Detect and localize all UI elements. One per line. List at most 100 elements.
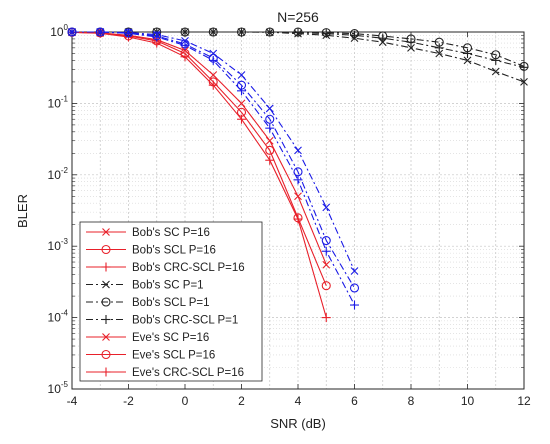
y-tick-label: 10-3 xyxy=(48,237,69,253)
data-point xyxy=(321,246,331,256)
legend-marker xyxy=(101,297,111,307)
legend-entry: Bob's SCL P=16 xyxy=(86,245,216,257)
chart-title: N=256 xyxy=(277,9,319,25)
legend-entry: Bob's SCL P=1 xyxy=(86,297,210,309)
legend: Bob's SC P=16 Bob's SCL P=16 Bob's CRC-SCL… xyxy=(79,221,263,382)
data-point xyxy=(293,175,303,185)
data-point xyxy=(349,283,360,293)
marker-stroke xyxy=(491,67,500,76)
data-point xyxy=(237,99,246,108)
marker-stroke xyxy=(102,228,110,236)
data-point xyxy=(491,55,501,65)
x-tick-label: -2 xyxy=(123,394,134,408)
series-line xyxy=(71,31,327,318)
data-point xyxy=(124,28,133,38)
legend-entry: Bob's SC P=16 xyxy=(86,227,210,239)
data-point xyxy=(321,235,331,246)
marker-stroke xyxy=(237,71,246,79)
legend-marker xyxy=(101,262,111,272)
data-point xyxy=(491,67,500,76)
data-point xyxy=(293,214,303,224)
data-point xyxy=(180,52,190,62)
legend-label: Bob's CRC-SCL P=16 xyxy=(132,262,245,274)
data-point xyxy=(208,27,218,37)
legend-label: Eve's SCL P=16 xyxy=(132,350,215,362)
marker-stroke xyxy=(237,99,246,108)
data-point xyxy=(463,48,472,58)
data-point xyxy=(407,43,415,52)
marker-stroke xyxy=(294,192,302,201)
legend-marker xyxy=(102,228,110,236)
y-tick-labels: 100 10-1 10-2 10-3 10-4 10-5 xyxy=(48,23,69,396)
data-point xyxy=(265,123,275,133)
marker-stroke xyxy=(520,78,528,86)
marker-stroke xyxy=(322,203,331,212)
x-tick-label: 2 xyxy=(238,394,245,408)
legend-label: Eve's CRC-SCL P=16 xyxy=(132,367,244,379)
data-point xyxy=(209,71,218,79)
data-point xyxy=(237,114,246,124)
data-point xyxy=(265,155,275,165)
marker-stroke xyxy=(102,280,110,289)
legend-label: Bob's CRC-SCL P=1 xyxy=(132,315,238,327)
data-point xyxy=(208,55,218,65)
data-point xyxy=(434,43,444,53)
data-point xyxy=(350,300,359,310)
data-point xyxy=(67,27,77,37)
legend-entry: Eve's CRC-SCL P=16 xyxy=(86,367,244,379)
data-point xyxy=(520,78,528,86)
x-axis-label: SNR (dB) xyxy=(270,416,326,431)
data-point xyxy=(265,104,274,113)
y-tick-label: 10-5 xyxy=(48,380,69,396)
data-point xyxy=(95,27,105,37)
marker-stroke xyxy=(294,146,302,155)
marker-stroke xyxy=(350,267,359,275)
legend-marker xyxy=(102,333,110,341)
marker-stroke xyxy=(209,49,218,58)
data-point xyxy=(265,136,274,145)
legend-label: Bob's SC P=16 xyxy=(132,227,210,239)
legend-entry: Bob's SC P=1 xyxy=(86,280,204,292)
data-point xyxy=(321,313,331,323)
data-point xyxy=(293,28,303,38)
data-point xyxy=(322,203,331,212)
data-point xyxy=(180,27,190,37)
marker-stroke xyxy=(322,260,331,269)
data-point xyxy=(321,29,331,39)
x-tick-label: -4 xyxy=(67,394,78,408)
marker-stroke xyxy=(463,56,472,65)
data-point xyxy=(237,71,246,79)
y-tick-label: 10-1 xyxy=(48,94,69,110)
y-tick-label: 10-4 xyxy=(48,309,69,325)
legend-label: Bob's SCL P=16 xyxy=(132,245,216,257)
data-point xyxy=(435,49,444,58)
marker-stroke xyxy=(265,136,274,145)
legend-marker xyxy=(101,315,111,324)
legend-marker xyxy=(101,349,111,360)
data-point xyxy=(406,37,416,47)
legend-entry: Eve's SCL P=16 xyxy=(86,350,215,362)
legend-marker xyxy=(102,280,110,289)
y-tick-label: 10-2 xyxy=(48,166,69,182)
data-point xyxy=(152,32,162,42)
data-point xyxy=(208,80,218,90)
data-point xyxy=(237,27,246,37)
data-point xyxy=(294,192,302,201)
legend-label: Bob's SCL P=1 xyxy=(132,297,210,309)
x-tick-label: 10 xyxy=(461,394,475,408)
data-point xyxy=(265,114,275,124)
data-point xyxy=(265,27,275,37)
legend-label: Eve's SC P=16 xyxy=(132,332,209,344)
x-tick-label: 0 xyxy=(182,394,189,408)
data-point xyxy=(463,56,472,65)
marker-stroke xyxy=(265,104,274,113)
data-point xyxy=(209,49,218,58)
legend-label: Bob's SC P=1 xyxy=(132,280,204,292)
legend-marker xyxy=(101,367,111,377)
y-axis-label: BLER xyxy=(15,194,30,228)
data-point xyxy=(180,40,190,50)
legend-entry: Bob's CRC-SCL P=16 xyxy=(86,262,245,274)
y-tick-label: 100 xyxy=(50,23,68,39)
data-point xyxy=(519,62,529,72)
data-point xyxy=(322,260,331,269)
